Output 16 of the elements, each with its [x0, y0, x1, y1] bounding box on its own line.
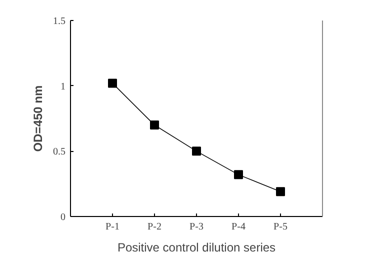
x-tick-label: P-4 [232, 222, 246, 232]
x-tick-label: P-2 [148, 222, 162, 232]
x-tick-label: P-5 [274, 222, 288, 232]
y-tick-label: 1 [60, 81, 66, 92]
y-axis-title: OD=450 nm [31, 85, 45, 152]
point [192, 146, 201, 156]
y-tick-label: 1.5 [53, 16, 66, 27]
point [234, 170, 243, 180]
x-axis-title: Positive control dilution series [117, 240, 276, 254]
point [276, 187, 285, 196]
y-tick-label: 0.5 [53, 146, 66, 158]
x-tick-label: P-3 [190, 222, 204, 232]
x-tick-label: P-1 [106, 222, 120, 232]
point [150, 120, 159, 130]
y-tick-label: 0 [60, 212, 66, 223]
point [108, 78, 117, 88]
